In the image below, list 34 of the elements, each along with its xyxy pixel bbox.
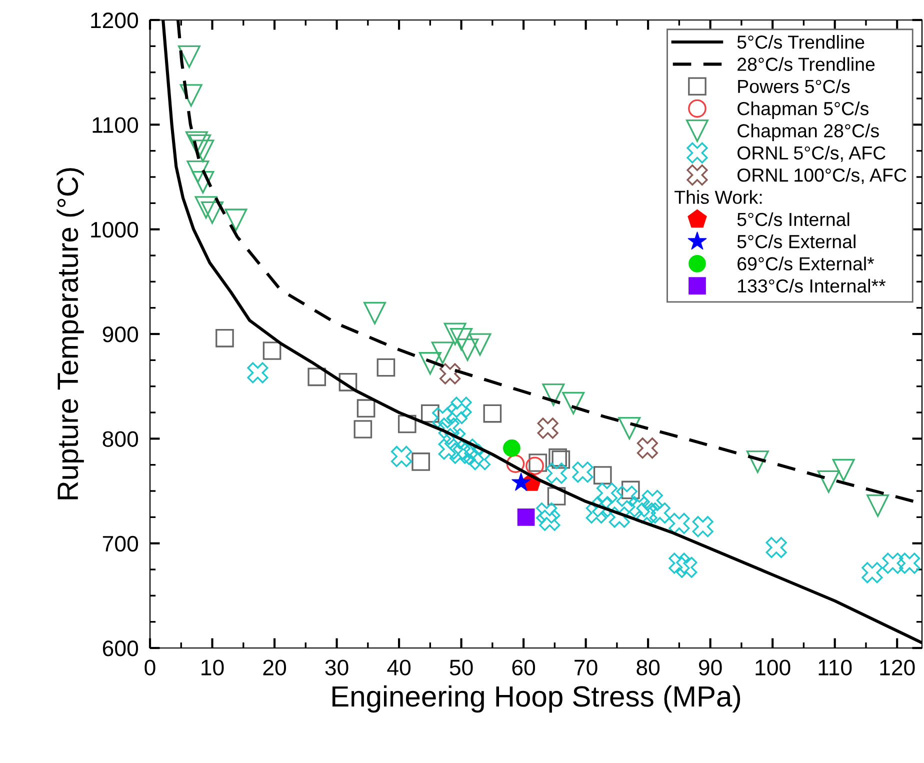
x-tick-label: 80: [636, 660, 660, 676]
y-tick-label: 600: [102, 640, 138, 656]
x-tick-label: 70: [574, 660, 598, 676]
legend-label: Chapman 5°C/s: [738, 102, 868, 119]
x-tick-label: 10: [202, 660, 224, 676]
legend-label: ORNL 100°C/s, AFC: [738, 168, 906, 184]
x-tick-label: 100: [756, 660, 790, 676]
x-tick-label: 30: [325, 660, 348, 676]
x-tick-label: 0: [144, 660, 156, 676]
y-tick-label: 1000: [91, 222, 138, 238]
x-tick-label: 120: [880, 660, 915, 676]
x-tick-label: 60: [512, 660, 536, 676]
x-tick-label: 90: [699, 660, 722, 676]
y-tick-label: 1200: [91, 12, 138, 28]
legend-label: 133°C/s Internal**: [738, 278, 886, 293]
legend-label: 69°C/s External*: [738, 256, 874, 270]
y-tick-label: 1100: [92, 117, 138, 133]
x-axis-title: Engineering Hoop Stress (MPa): [332, 685, 740, 713]
legend-label: 28°C/s Trendline: [738, 57, 875, 71]
x-tick-label: 40: [387, 660, 411, 676]
x-tick-label: 20: [263, 660, 286, 676]
y-tick-label: 900: [102, 326, 138, 342]
annotation: This Work:: [674, 190, 762, 204]
y-axis-title: Rupture Temperature (°C): [56, 168, 84, 500]
x-tick-label: 110: [818, 660, 852, 676]
legend-label: Powers 5°C/s: [738, 79, 850, 94]
y-tick-label: 700: [102, 536, 138, 552]
y-tick-label: 800: [102, 431, 138, 447]
legend-label: ORNL 5°C/s, AFC: [738, 146, 886, 162]
legend-label: 5°C/s Trendline: [737, 35, 864, 49]
x-tick-label: 50: [450, 660, 473, 676]
legend-label: 5°C/s External: [737, 234, 856, 248]
legend-label: Chapman 28°C/s: [738, 124, 879, 142]
legend-label: 5°C/s Internal: [737, 212, 850, 226]
